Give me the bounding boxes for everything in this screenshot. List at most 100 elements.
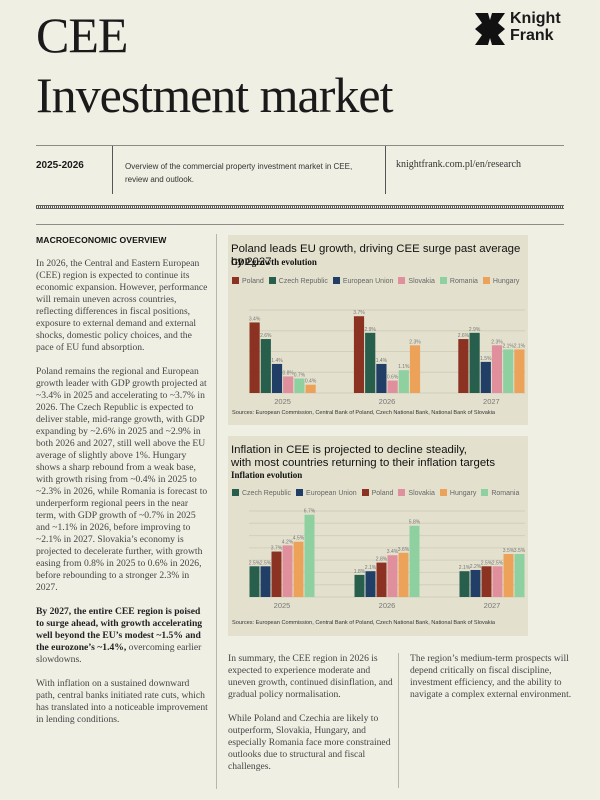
bar-poland-2027 [481, 566, 492, 597]
bar-poland-2025 [249, 322, 260, 393]
report-description: Overview of the commercial property inve… [125, 162, 353, 184]
bar-european-union-2027 [470, 569, 481, 597]
legend-label: Romania [491, 490, 520, 497]
bar-slovakia-2025 [282, 545, 293, 597]
legend-label: Slovakia [408, 490, 435, 497]
bar-slovakia-2026 [387, 380, 398, 393]
bar-romania-2027 [503, 349, 514, 393]
bar-hungary-2027 [514, 349, 525, 393]
legend-swatch [439, 277, 447, 284]
dotted-divider [36, 205, 564, 209]
data-label: 3.7% [271, 546, 283, 552]
bar-hungary-2025 [293, 541, 304, 597]
chart-title-line1: Inflation in CEE is projected to decline… [231, 444, 467, 456]
legend-swatch [481, 489, 489, 496]
data-label: 2.1% [502, 343, 514, 349]
legend-label: Slovakia [408, 278, 435, 285]
bar-poland-2025 [271, 551, 282, 597]
page-title-line2: Investment market [36, 67, 393, 123]
chart-source: Sources: European Commission, Central Ba… [232, 620, 496, 626]
bar-romania-2025 [304, 514, 315, 597]
paragraph: With inflation on a sustained downward p… [36, 678, 208, 725]
data-label: 2.8% [376, 557, 388, 563]
legend-item: European Union [296, 489, 357, 497]
legend-swatch [361, 489, 369, 496]
inflation-bar-chart: 2.5% 2.5%3.7%4.2%4.5%6.7%20251.8%2.1%2.8%… [249, 509, 526, 610]
summary-column: In summary, the CEE region in 2026 is ex… [228, 653, 393, 785]
research-url-link[interactable]: knightfrank.com.pl/en/research [396, 159, 521, 170]
data-label: 1.4% [376, 358, 388, 364]
data-label: 3.4% [387, 549, 399, 555]
chart-legend: Poland Czech Republic European Union Slovak… [232, 277, 519, 285]
highlight-paragraph: By 2027, the entire CEE region is poised… [36, 606, 208, 666]
legend-item: Slovakia [398, 489, 435, 497]
paragraph: In 2026, the Central and Eastern Europea… [36, 258, 208, 353]
bar-czech-republic-2025 [260, 339, 271, 393]
data-label: 1.4% [271, 358, 283, 364]
bar-slovakia-2027 [492, 566, 503, 597]
data-label: 3.5% [503, 548, 515, 554]
legend-item: Slovakia [398, 277, 435, 285]
data-label: 0.4% [305, 379, 317, 385]
bar-hungary-2026 [398, 552, 409, 597]
legend-label: Czech Republic [242, 490, 292, 497]
data-label: 2.1% [365, 565, 377, 571]
legend-label: Poland [242, 278, 264, 285]
x-tick-label: 2025 [274, 601, 291, 610]
legend-item: Czech Republic [268, 277, 328, 285]
bar-romania-2026 [409, 525, 420, 597]
data-label: 1.1% [398, 364, 410, 370]
chart-subtitle: GDP growth evolution [231, 257, 317, 267]
bar-czech-republic-2026 [354, 574, 365, 597]
data-label: 2.5% [492, 560, 504, 566]
bar-slovakia-2026 [387, 555, 398, 597]
legend-swatch [439, 489, 447, 496]
legend-item: Poland [361, 489, 394, 497]
bar-european-union-2025 [260, 566, 271, 597]
legend-item: Poland [232, 277, 264, 285]
data-label: 2.5% [260, 560, 272, 566]
page-title-line1: CEE [36, 7, 128, 63]
bar-romania-2027 [514, 554, 525, 597]
report-period: 2025-2026 [36, 160, 84, 171]
bar-european-union-2025 [271, 363, 283, 393]
data-label: 2.9% [469, 327, 481, 333]
highlight-text: By 2027, the entire CEE region is poised… [36, 606, 203, 653]
legend-swatch [268, 277, 276, 284]
legend-item: Czech Republic [232, 489, 291, 497]
column-divider [216, 234, 217, 789]
header-divider [36, 145, 564, 146]
data-label: 2.9% [364, 327, 376, 333]
data-label: 0.6% [387, 375, 399, 381]
bar-poland-2026 [353, 316, 365, 393]
bar-hungary-2025 [305, 384, 316, 393]
logo-wordmark: Knight Frank [510, 10, 561, 44]
legend-label: Czech Republic [278, 278, 328, 285]
bar-european-union-2027 [480, 361, 491, 393]
column-divider [398, 653, 399, 788]
bar-european-union-2026 [376, 363, 387, 393]
data-label: 0.8% [282, 370, 294, 376]
legend-swatch [398, 277, 406, 284]
legend-item: Hungary [482, 277, 519, 285]
inflation-chart-panel: Inflation in CEE is projected to decline… [228, 436, 528, 636]
legend-swatch [332, 277, 340, 284]
logo-mark [475, 13, 505, 45]
bar-czech-republic-2026 [365, 332, 376, 393]
data-label: 2.3% [491, 339, 503, 345]
data-label: 2.2% [470, 564, 482, 570]
x-tick-label: 2025 [274, 397, 291, 406]
chart-source: Sources: European Commission, Central Ba… [232, 410, 496, 416]
legend-item: Romania [481, 489, 519, 497]
bar-european-union-2026 [365, 571, 376, 597]
data-label: 2.5% [249, 560, 261, 566]
legend-label: European Union [306, 490, 357, 497]
section-heading: MACROECONOMIC OVERVIEW [36, 235, 167, 245]
highlight-tail: overcoming earlier slowdowns. [36, 642, 202, 665]
bar-hungary-2026 [409, 345, 421, 393]
data-label: 1.8% [354, 569, 366, 575]
legend-swatch [232, 277, 239, 284]
header-column-divider [385, 146, 386, 194]
legend-label: Poland [371, 490, 394, 497]
legend-swatch [232, 489, 239, 496]
